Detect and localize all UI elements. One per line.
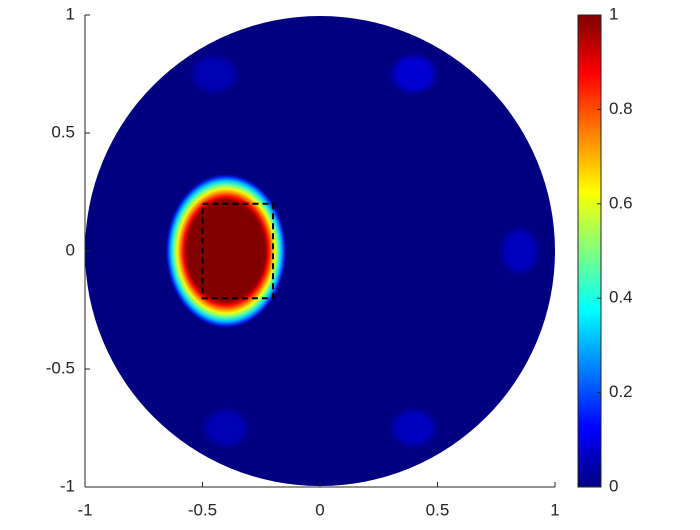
x-tick-label: 0 [315,500,324,519]
field-blob [197,404,255,452]
field-blob [385,50,443,98]
x-tick-label: -1 [77,500,92,519]
field-blob [186,50,243,98]
colorbar-tick-label: 0 [609,476,618,495]
field-blob [164,173,288,329]
y-tick-label: 1 [66,4,75,23]
y-tick-label: 0.5 [51,122,75,141]
colorbar-tick-label: 1 [609,4,618,23]
colorbar-tick-label: 0.4 [609,288,633,307]
colorbar-tick-label: 0.2 [609,382,633,401]
domain-disk [85,16,555,486]
y-tick-label: 0 [66,240,75,259]
x-tick-label: -0.5 [188,500,217,519]
x-tick-label: 1 [550,500,559,519]
y-tick-label: -0.5 [46,358,75,377]
colorbar-tick-label: 0.6 [609,193,633,212]
colorbar-tick-label: 0.8 [609,99,633,118]
field-blob [385,404,443,452]
field-blob [496,222,544,280]
colorbar [577,14,602,488]
x-tick-label: 0.5 [426,500,450,519]
field-layer [164,50,544,452]
y-tick-label: -1 [60,476,75,495]
dashed-box [201,202,274,300]
